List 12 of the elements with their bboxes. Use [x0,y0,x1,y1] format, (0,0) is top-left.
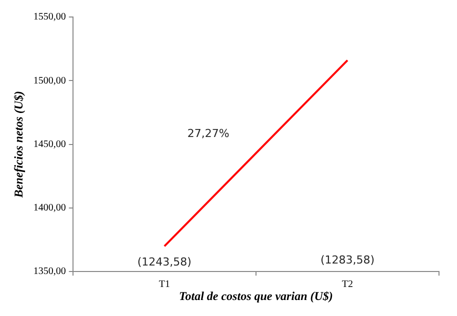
y-tick-label: 1400,00 [33,202,66,214]
y-tick-label: 1350,00 [33,266,66,278]
y-tick-label: 1550,00 [33,12,66,23]
annotation: (1243,58) [137,255,192,268]
y-tick-label: 1500,00 [33,75,66,86]
x-axis-title: Total de costos que varian (U$) [179,288,333,303]
y-tick-label: 1450,00 [33,138,66,150]
y-axis-title: Beneficios netos (U$) [11,90,26,199]
annotation: 27,27% [187,126,230,140]
annotation: (1283,58) [320,253,375,266]
x-tick-label: T2 [342,279,354,290]
x-tick-label: T1 [158,279,170,290]
